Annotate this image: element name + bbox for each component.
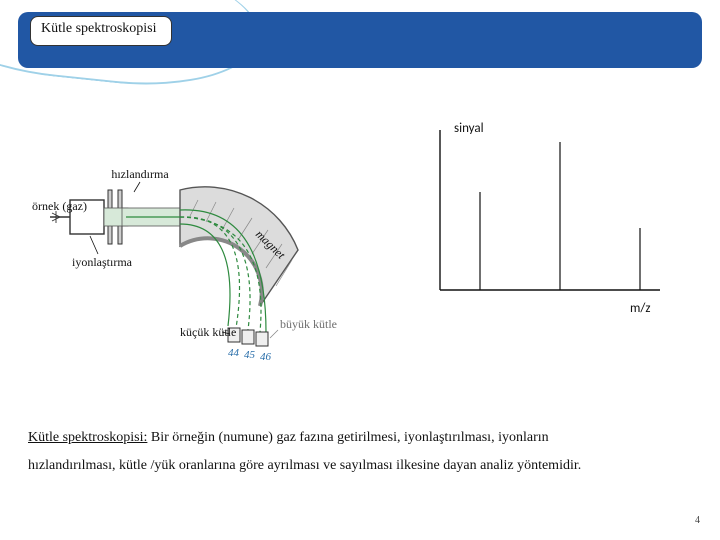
description-line1: Bir örneğin (numune) gaz fazına getirilm… (147, 430, 548, 445)
header-title-text: Kütle spektroskopisi (41, 21, 157, 36)
label-44: 44 (228, 347, 240, 359)
header-bar: Kütle spektroskopisi (18, 12, 702, 68)
label-small-mass: küçük kütle (180, 325, 236, 339)
label-sample: örnek (gaz) (32, 199, 87, 213)
label-46: 46 (260, 351, 272, 363)
content-area: hızlandırma örnek (gaz) iyonlaştırma mag… (0, 90, 720, 540)
page-number: 4 (695, 515, 700, 526)
header-title-tab: Kütle spektroskopisi (30, 16, 172, 46)
description-line2: hızlandırılması, kütle /yük oranlarına g… (28, 458, 581, 473)
label-ionize: iyonlaştırma (72, 255, 133, 269)
label-accel: hızlandırma (111, 167, 169, 181)
chart-x-label: m/z (630, 301, 651, 316)
description-lead: Kütle spektroskopisi: (28, 430, 147, 445)
mz-signal-chart: sinyal m/z (420, 120, 680, 320)
chart-peaks (480, 142, 640, 290)
mass-spec-diagram: hızlandırma örnek (gaz) iyonlaştırma mag… (30, 90, 390, 370)
description-text: Kütle spektroskopisi: Bir örneğin (numun… (28, 424, 680, 480)
label-45: 45 (244, 349, 256, 361)
slide: Kütle spektroskopisi (0, 0, 720, 540)
label-big-mass: büyük kütle (280, 317, 337, 331)
chart-y-label: sinyal (454, 121, 484, 136)
